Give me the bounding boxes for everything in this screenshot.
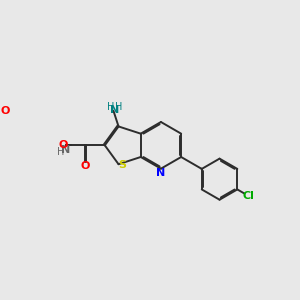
Text: S: S [119, 160, 127, 170]
Text: N: N [110, 105, 119, 115]
Text: H: H [57, 147, 64, 157]
Text: H: H [107, 102, 114, 112]
Text: O: O [0, 106, 9, 116]
Text: O: O [59, 140, 68, 150]
Text: N: N [61, 145, 70, 155]
Text: H: H [115, 102, 122, 112]
Text: Cl: Cl [243, 191, 255, 201]
Text: O: O [80, 161, 90, 171]
Text: N: N [156, 168, 166, 178]
